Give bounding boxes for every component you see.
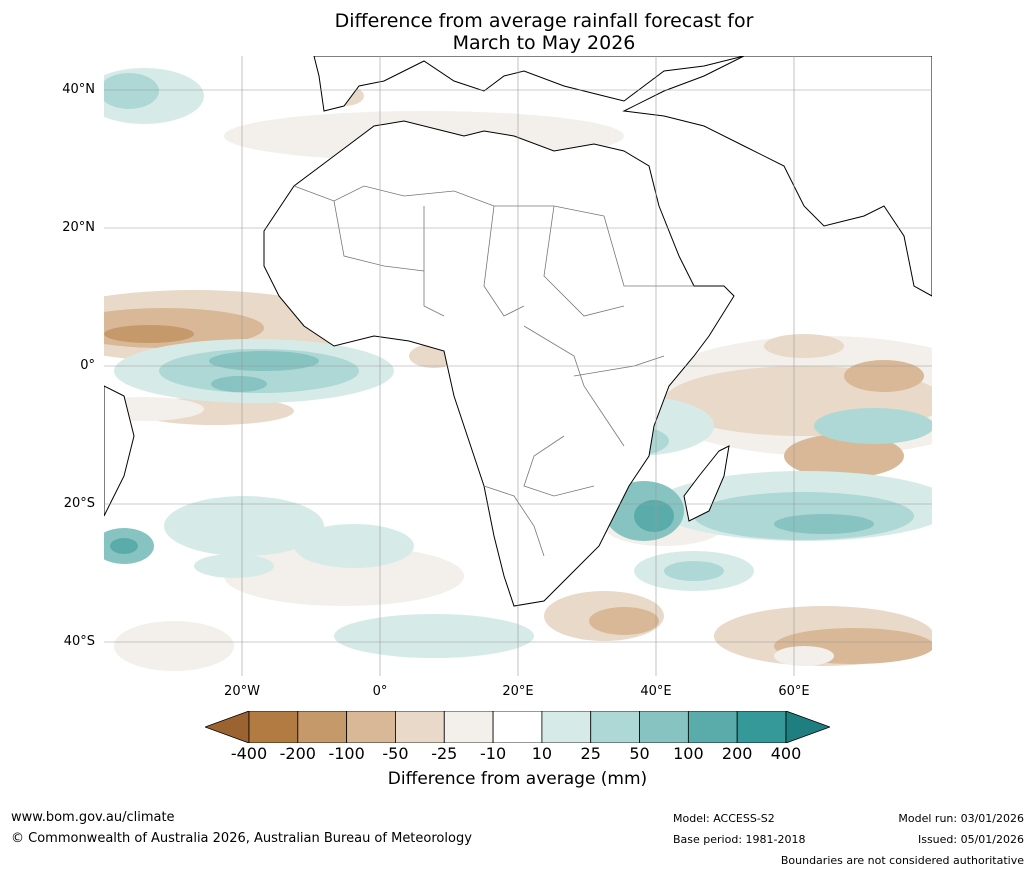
footer-website[interactable]: www.bom.gov.au/climate [11,810,175,825]
title-line-2: March to May 2026 [452,32,636,54]
africa [263,120,735,607]
lat-label-20n: 20°N [62,220,95,235]
colorbar-tick-label: 10 [531,744,553,763]
lon-label-0: 0° [372,684,388,699]
colorbar-cell [395,711,445,743]
map-title: Difference from average rainfall forecas… [0,10,1035,54]
footer-base-period: Base period: 1981-2018 [673,833,806,846]
colorbar-cell [297,711,348,743]
arabia-asia [622,56,932,297]
south-america [104,385,135,517]
colorbar-cell [541,711,592,743]
colorbar-tick-label: -400 [230,744,268,763]
colorbar-tick-label: 400 [770,744,802,763]
colorbar-tick-label: 200 [721,744,753,763]
lat-label-40n: 40°N [62,82,95,97]
iberia-europe [313,56,745,112]
colorbar-cell [639,711,689,743]
madagascar [683,445,730,522]
footer-issued: Issued: 05/01/2026 [917,833,1024,846]
colorbar-cell [248,711,299,743]
colorbar [205,711,830,743]
colorbar-tick-label: 50 [629,744,650,763]
lon-label-60e: 60°E [778,684,810,699]
colorbar-cell [590,711,640,743]
lon-label-20e: 20°E [502,684,534,699]
colorbar-tick-label: 25 [580,744,601,763]
lon-label-20w: 20°W [224,684,260,699]
footer-disclaimer: Boundaries are not considered authoritat… [780,854,1024,867]
footer-copyright: © Commonwealth of Australia 2026, Austra… [11,831,472,846]
lon-label-40e: 40°E [640,684,672,699]
colorbar-extend-low [205,711,250,743]
colorbar-label: Difference from average (mm) [387,769,648,789]
footer-model: Model: ACCESS-S2 [673,812,775,825]
colorbar-tick-label: -100 [328,744,365,763]
lat-label-20s: 20°S [63,496,95,511]
graticule [104,56,932,676]
colorbar-tick-label: -10 [480,744,507,763]
colorbar-cell [687,711,738,743]
colorbar-cell [492,711,543,743]
landmasses [104,56,932,607]
colorbar-tick-label: -50 [382,744,409,763]
colorbar-tick-label: -25 [431,744,458,763]
map-canvas [104,56,932,676]
colorbar-cell [443,711,494,743]
lat-label-40s: 40°S [63,634,95,649]
wet-anomaly-regions [104,68,932,658]
colorbar-cell [736,711,787,743]
lat-label-0: 0° [80,358,95,373]
footer-model-run: Model run: 03/01/2026 [898,812,1024,825]
colorbar-tick-label: 100 [673,744,704,763]
colorbar-cell [346,711,396,743]
title-line-1: Difference from average rainfall forecas… [334,10,754,32]
colorbar-extend-high [785,711,830,743]
colorbar-tick-label: -200 [279,744,316,763]
rainfall-anomaly-map [104,56,932,676]
